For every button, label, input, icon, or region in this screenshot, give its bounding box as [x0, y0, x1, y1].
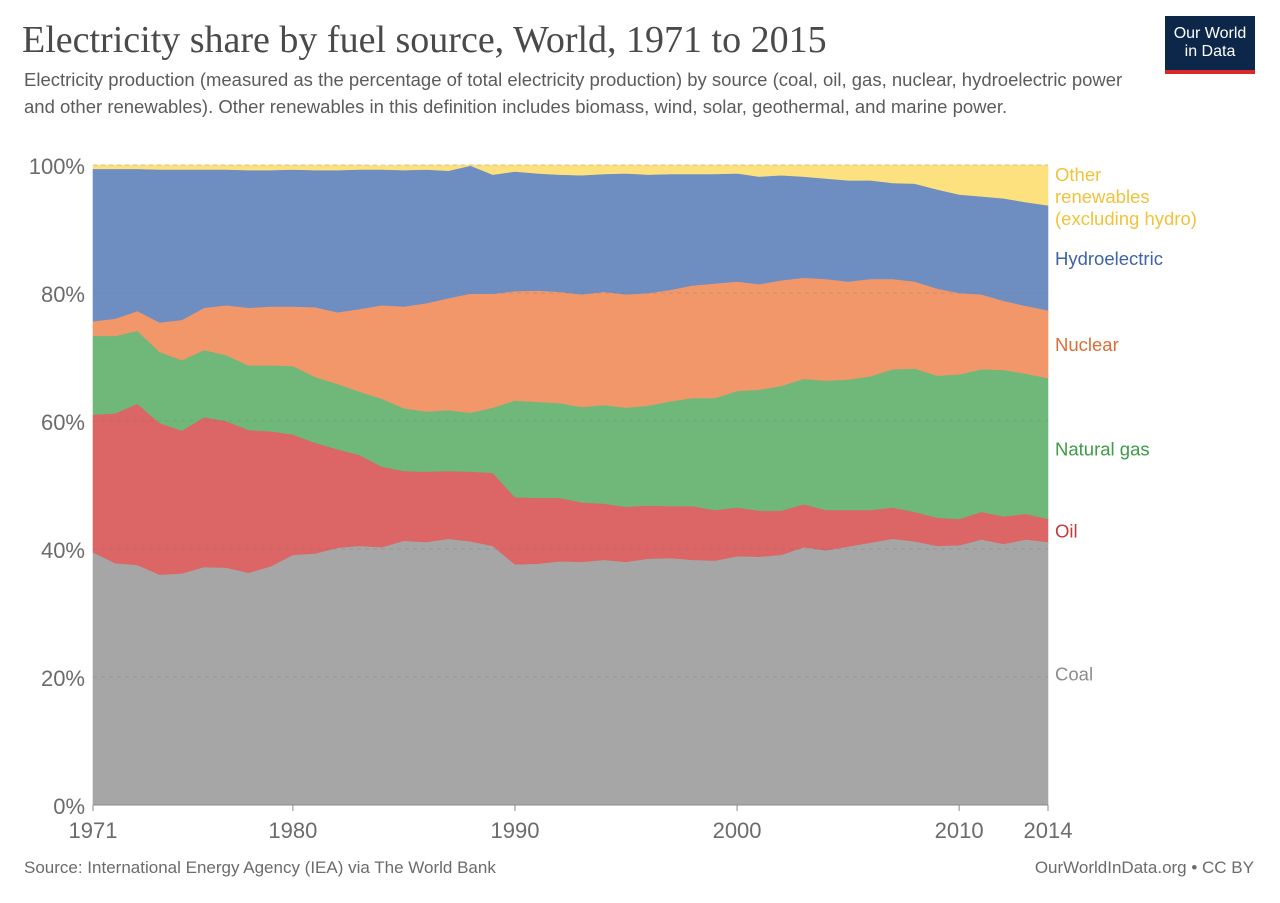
logo-accent-bar: [1165, 70, 1255, 74]
x-tick-label: 1980: [268, 818, 317, 843]
x-tick-label: 1990: [491, 818, 540, 843]
license-note[interactable]: OurWorldInData.org • CC BY: [1034, 858, 1254, 877]
axes: 0% 20% 40% 60% 80% 100% 1971 1980 1990 2000 2010 20…: [29, 154, 1073, 843]
logo-line-2: in Data: [1184, 43, 1236, 60]
series-label: Natural gas: [1055, 439, 1150, 460]
x-tick-label: 1971: [69, 818, 118, 843]
x-tick-label: 2010: [935, 818, 984, 843]
series-labels: Coal Oil Natural gas Nuclear Hydroelectric Ot…: [1055, 164, 1197, 684]
y-tick-label: 20%: [41, 666, 85, 691]
y-tick-label: 100%: [29, 154, 85, 179]
logo-line-1: Our World: [1173, 25, 1247, 42]
y-tick-label: 40%: [41, 538, 85, 563]
area-other-renewables-excluding-hydro[interactable]: [92, 164, 1049, 206]
owid-logo[interactable]: Our World in Data: [1165, 16, 1255, 74]
series-label: renewables: [1055, 186, 1150, 207]
x-tick-label: 2000: [713, 818, 762, 843]
source-note[interactable]: Source: International Energy Agency (IEA…: [24, 858, 496, 877]
series-label: Other: [1055, 164, 1101, 185]
area-layer: [92, 164, 1049, 806]
series-label: Oil: [1055, 520, 1078, 541]
series-label: Nuclear: [1055, 334, 1119, 355]
y-tick-label: 80%: [41, 282, 85, 307]
series-label: Hydroelectric: [1055, 248, 1163, 269]
area-coal[interactable]: [92, 538, 1049, 806]
y-tick-label: 60%: [41, 410, 85, 435]
series-label: (excluding hydro): [1055, 208, 1197, 229]
y-tick-label: 0%: [53, 794, 85, 819]
chart-subtitle: Electricity production (measured as the …: [24, 69, 1123, 117]
chart-title: Electricity share by fuel source, World,…: [22, 19, 827, 61]
series-label: Coal: [1055, 663, 1093, 684]
x-tick-label: 2014: [1024, 818, 1073, 843]
